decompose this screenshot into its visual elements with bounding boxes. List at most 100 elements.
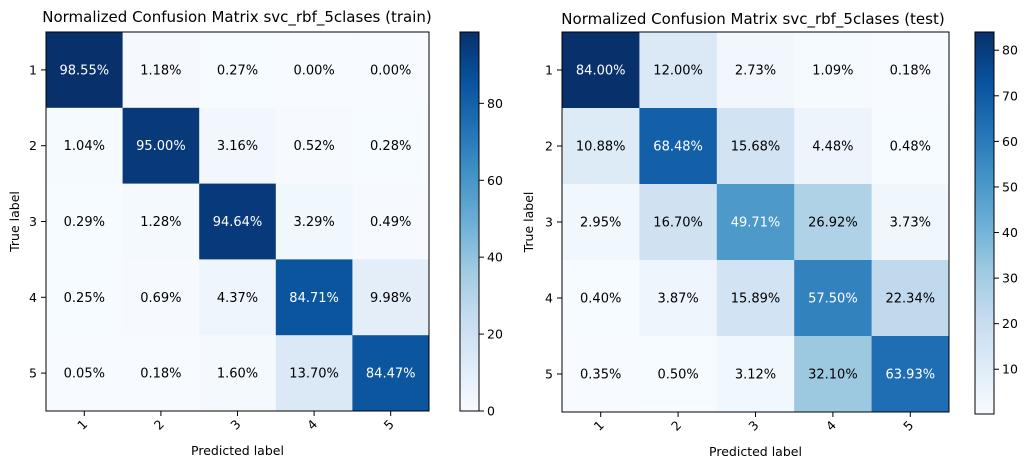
- test-colorbar-tick-label: 30: [1002, 271, 1018, 286]
- train-cell-label-r1-c2: 1.18%: [140, 63, 181, 78]
- train-cell-label-r2-c2: 95.00%: [136, 139, 186, 154]
- test-cell-label-r4-c2: 3.87%: [657, 292, 698, 307]
- train-cell-r3-c5: [352, 183, 430, 260]
- test-colorbar-tick-label: 40: [1002, 225, 1018, 240]
- test-x-tick-label: 5: [900, 418, 916, 434]
- train-cell-label-r3-c2: 1.28%: [140, 215, 181, 230]
- test-cell-label-r4-c3: 15.89%: [731, 292, 781, 307]
- test-cell-r2-c4: [794, 108, 873, 185]
- test-cell-label-r3-c5: 3.73%: [890, 216, 931, 231]
- train-cell-r1-c4: [275, 32, 353, 109]
- train-cell-label-r5-c1: 0.05%: [64, 367, 105, 382]
- test-cell-r5-c1: [562, 336, 640, 413]
- test-cell-r5-c2: [639, 336, 718, 413]
- train-cell-label-r1-c1: 98.55%: [60, 63, 110, 78]
- test-x-tick-label: 1: [591, 418, 607, 434]
- train-colorbar-gradient: [459, 31, 480, 412]
- train-cell-label-r4-c5: 9.98%: [370, 291, 411, 306]
- train-cell-label-r5-c5: 84.47%: [366, 367, 416, 382]
- test-cell-label-r4-c4: 57.50%: [808, 292, 858, 307]
- train-y-tick-label: 3: [29, 214, 37, 229]
- test-cell-label-r5-c5: 63.93%: [886, 368, 936, 383]
- train-cell-r5-c5: [352, 335, 430, 412]
- train-cell-label-r3-c1: 0.29%: [64, 215, 105, 230]
- train-x-axis-label: Predicted label: [191, 443, 284, 458]
- test-cell-r4-c1: [562, 260, 640, 337]
- train-y-tick-label: 4: [29, 290, 37, 305]
- test-cell-label-r2-c1: 10.88%: [576, 140, 626, 155]
- train-cell-label-r2-c4: 0.52%: [293, 139, 334, 154]
- train-cell-label-r2-c3: 3.16%: [217, 139, 258, 154]
- test-cell-label-r2-c4: 4.48%: [812, 140, 853, 155]
- train-x-tick-label: 3: [227, 417, 243, 433]
- test-x-tick-label: 4: [823, 417, 839, 433]
- test-heatmap-cells: 84.00% 12.00% 2.73% 1.09% 0.18% 10.88% 68.48% 1…: [562, 32, 950, 413]
- test-cell-label-r2-c3: 15.68%: [731, 140, 781, 155]
- train-cell-r4-c4: [275, 259, 353, 336]
- test-cell-r5-c5: [871, 336, 950, 413]
- train-x-tick-label: 5: [381, 417, 397, 433]
- test-colorbar-tick-label: 10: [1002, 362, 1018, 377]
- train-x-tick-label: 4: [304, 416, 320, 432]
- train-x-tick-label: 1: [74, 417, 90, 433]
- test-cell-r4-c5: [871, 260, 950, 337]
- test-cell-r3-c2: [639, 184, 718, 261]
- train-cell-label-r3-c3: 94.64%: [213, 215, 263, 230]
- train-cell-label-r5-c3: 1.60%: [217, 367, 258, 382]
- train-cell-label-r5-c4: 13.70%: [289, 367, 339, 382]
- test-colorbar-tick-label: 70: [1002, 88, 1018, 103]
- test-colorbar-tick-label: 80: [1002, 43, 1018, 58]
- train-cell-label-r3-c5: 0.49%: [370, 215, 411, 230]
- train-cell-label-r2-c1: 1.04%: [64, 139, 105, 154]
- train-cell-label-r2-c5: 0.28%: [370, 139, 411, 154]
- test-cell-r5-c4: [794, 336, 873, 413]
- test-cell-label-r1-c4: 1.09%: [812, 64, 853, 79]
- test-cell-label-r3-c4: 26.92%: [808, 216, 858, 231]
- test-cell-r1-c5: [871, 32, 950, 109]
- train-cell-r1-c1: [46, 32, 124, 109]
- test-cell-label-r5-c4: 32.10%: [808, 368, 858, 383]
- test-cell-r4-c2: [639, 260, 718, 337]
- train-cell-r5-c4: [275, 335, 353, 412]
- test-chart-title: Normalized Confusion Matrix svc_rbf_5cla…: [561, 10, 944, 29]
- test-cell-label-r2-c5: 0.48%: [890, 140, 931, 155]
- train-y-tick-label: 2: [29, 138, 37, 153]
- test-cell-label-r5-c2: 0.50%: [657, 368, 698, 383]
- test-cell-r2-c1: [562, 108, 640, 185]
- train-y-tick-label: 1: [29, 62, 37, 77]
- test-colorbar-tick-label: 50: [1002, 179, 1018, 194]
- train-cell-r4-c5: [352, 259, 430, 336]
- train-panel: Normalized Confusion Matrix svc_rbf_5cla…: [7, 8, 503, 458]
- train-cell-r4-c2: [122, 259, 200, 336]
- train-cell-r4-c3: [199, 259, 277, 336]
- train-cell-label-r1-c3: 0.27%: [217, 63, 258, 78]
- train-cell-r2-c5: [352, 107, 430, 185]
- test-cell-label-r4-c1: 0.40%: [580, 292, 621, 307]
- train-heatmap-cells: 98.55% 1.18% 0.27% 0.00% 0.00% 1.04% 95.00% 3.1…: [46, 32, 430, 412]
- test-colorbar-gradient: [974, 31, 995, 415]
- train-cell-r5-c1: [46, 335, 124, 412]
- test-cell-r3-c1: [562, 184, 640, 261]
- train-cell-label-r4-c3: 4.37%: [217, 291, 258, 306]
- test-cell-label-r1-c3: 2.73%: [735, 64, 776, 79]
- test-cell-r2-c5: [871, 108, 950, 185]
- test-x-tick-label: 3: [745, 418, 761, 434]
- test-cell-r2-c3: [716, 108, 795, 185]
- test-cell-r3-c4: [794, 184, 873, 261]
- test-cell-r3-c5: [871, 184, 950, 261]
- test-y-tick-label: 1: [545, 63, 553, 78]
- train-cell-r3-c4: [275, 183, 353, 260]
- train-cell-r1-c5: [352, 32, 430, 109]
- train-cell-r1-c2: [122, 32, 200, 109]
- train-colorbar-tick-label: 20: [487, 327, 503, 342]
- test-cell-r3-c3: [716, 184, 795, 261]
- test-cell-r4-c4: [794, 260, 873, 337]
- test-cell-label-r1-c1: 84.00%: [576, 64, 626, 79]
- train-cell-r3-c2: [122, 183, 200, 260]
- train-cell-r3-c3: [199, 183, 277, 260]
- test-cell-r1-c4: [794, 32, 873, 109]
- train-cell-r1-c3: [199, 32, 277, 109]
- train-y-axis-label: True label: [7, 191, 22, 253]
- train-colorbar-tick-label: 40: [487, 250, 503, 265]
- test-y-tick-label: 5: [545, 367, 553, 382]
